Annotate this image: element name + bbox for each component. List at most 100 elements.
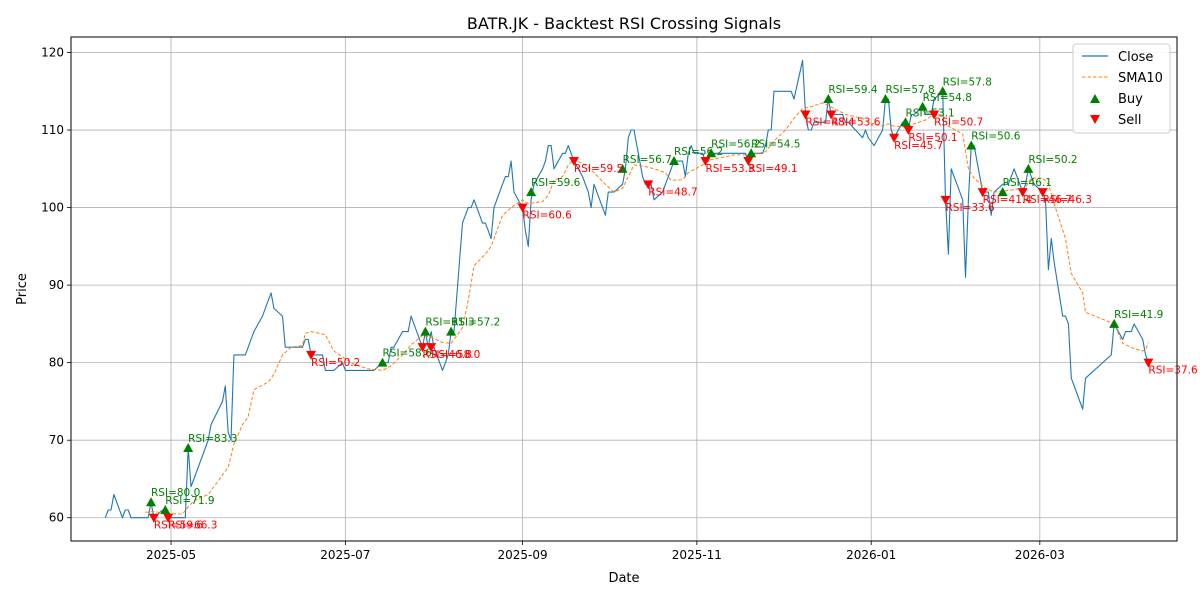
- legend-buy-label: Buy: [1118, 92, 1143, 107]
- sell-marker: [800, 110, 811, 120]
- legend: Close SMA10 Buy Sell: [1072, 43, 1171, 134]
- sell-marker: [940, 195, 951, 205]
- y-tick-label: 80: [49, 356, 64, 370]
- buy-marker: [900, 117, 911, 127]
- legend-buy-marker: [1090, 94, 1100, 103]
- x-tick-label: 2026-03: [1015, 548, 1065, 562]
- buy-rsi-label: RSI=57.8: [943, 76, 992, 88]
- buy-rsi-label: RSI=58.6: [383, 348, 433, 360]
- legend-sma-label: SMA10: [1118, 71, 1163, 86]
- sell-marker: [643, 180, 654, 190]
- buy-marker: [966, 140, 977, 150]
- sell-rsi-label: RSI=58.0: [431, 349, 480, 361]
- sell-marker: [426, 343, 437, 353]
- sell-marker: [1037, 188, 1048, 198]
- buy-marker: [183, 442, 194, 452]
- buy-marker: [160, 504, 171, 514]
- buy-rsi-label: RSI=57.8: [885, 84, 934, 96]
- sell-marker: [929, 110, 940, 120]
- x-tick-label: 2025-11: [672, 548, 722, 562]
- legend-close-label: Close: [1118, 50, 1153, 65]
- sell-rsi-label: RSI=41.4: [983, 194, 1033, 206]
- buy-rsi-label: RSI=57.2: [451, 317, 500, 329]
- buy-marker: [997, 187, 1008, 197]
- buy-marker: [823, 94, 834, 104]
- sell-marker: [826, 110, 837, 120]
- x-axis-label: Date: [608, 571, 639, 586]
- sell-rsi-label: RSI=50.1: [908, 132, 957, 144]
- buy-marker: [446, 326, 457, 336]
- sell-marker: [743, 157, 754, 167]
- buy-marker: [617, 163, 628, 173]
- buy-rsi-label: RSI=83.3: [188, 433, 237, 445]
- chart-title: BATR.JK - Backtest RSI Crossing Signals: [467, 14, 781, 33]
- sell-marker: [700, 157, 711, 167]
- sell-marker: [306, 350, 317, 360]
- buy-marker: [746, 148, 757, 158]
- buy-marker: [669, 156, 680, 166]
- y-tick-label: 120: [41, 46, 64, 60]
- buy-rsi-label: RSI=54.5: [751, 138, 800, 150]
- buy-marker: [937, 86, 948, 96]
- buy-rsi-label: RSI=41.9: [1114, 309, 1163, 321]
- sell-rsi-label: RSI=46.3: [1043, 194, 1092, 206]
- plot-frame: [70, 36, 1178, 542]
- buy-marker: [377, 357, 388, 367]
- buy-marker: [706, 148, 717, 158]
- y-tick-label: 100: [41, 201, 64, 215]
- legend-box: [1072, 43, 1171, 134]
- y-axis: 60 70 80 90 100 110 120: [41, 46, 71, 525]
- sell-marker: [568, 157, 579, 167]
- buy-rsi-label: RSI=53.1: [906, 107, 955, 119]
- buy-marker: [420, 326, 431, 336]
- y-tick-label: 90: [49, 278, 64, 292]
- x-tick-label: 2025-09: [497, 548, 547, 562]
- buy-marker: [146, 497, 157, 507]
- buy-rsi-label: RSI=59.6: [531, 177, 581, 189]
- y-tick-label: 60: [49, 511, 64, 525]
- sell-rsi-label: RSI=37.6: [1148, 365, 1198, 377]
- sell-rsi-label: RSI=45.7: [894, 140, 943, 152]
- grid: [71, 37, 1177, 541]
- sell-rsi-label: RSI=59.6: [154, 520, 204, 532]
- sell-rsi-label: RSI=53.6: [831, 117, 881, 129]
- sell-rsi-label: RSI=50.2: [311, 357, 360, 369]
- sell-rsi-label: RSI=48.7: [648, 186, 697, 198]
- x-axis: 2025-05 2025-07 2025-09 2025-11 2026-01 2026-…: [146, 541, 1065, 562]
- buy-rsi-label: RSI=46.1: [1003, 177, 1052, 189]
- sell-rsi-label: RSI=50.7: [934, 117, 983, 129]
- sell-marker: [1017, 188, 1028, 198]
- buy-marker: [1023, 163, 1034, 173]
- sell-marker: [417, 343, 428, 353]
- y-tick-label: 110: [41, 123, 64, 137]
- buy-marker: [1109, 318, 1120, 328]
- buy-rsi-label: RSI=71.9: [165, 495, 214, 507]
- y-tick-label: 70: [49, 433, 64, 447]
- buy-rsi-label: RSI=50.2: [1028, 154, 1077, 166]
- buy-rsi-label: RSI=59.4: [828, 84, 878, 96]
- sell-marker: [903, 126, 914, 136]
- buy-marker: [880, 94, 891, 104]
- buy-marker: [917, 101, 928, 111]
- sell-rsi-label: RSI=33.6: [946, 202, 996, 214]
- buy-rsi-label: RSI=56.7: [623, 154, 672, 166]
- sell-rsi-label: RSI=66.3: [168, 520, 217, 532]
- sell-marker: [1143, 358, 1154, 368]
- sell-rsi-label: RSI=48.4: [805, 117, 855, 129]
- sell-marker: [977, 188, 988, 198]
- sell-marker: [148, 513, 159, 523]
- sell-marker: [163, 513, 174, 523]
- x-tick-label: 2025-05: [146, 548, 196, 562]
- sell-rsi-label: RSI=46.7: [1023, 194, 1072, 206]
- buy-rsi-label: RSI=80.0: [151, 487, 200, 499]
- legend-sell-marker: [1090, 115, 1100, 124]
- y-axis-label: Price: [15, 273, 30, 305]
- x-tick-label: 2026-01: [846, 548, 896, 562]
- sell-marker: [889, 133, 900, 143]
- x-tick-label: 2025-07: [320, 548, 370, 562]
- sell-rsi-label: RSI=46.8: [423, 349, 472, 361]
- sell-rsi-label: RSI=49.1: [748, 163, 797, 175]
- buy-rsi-label: RSI=61.3: [425, 317, 474, 329]
